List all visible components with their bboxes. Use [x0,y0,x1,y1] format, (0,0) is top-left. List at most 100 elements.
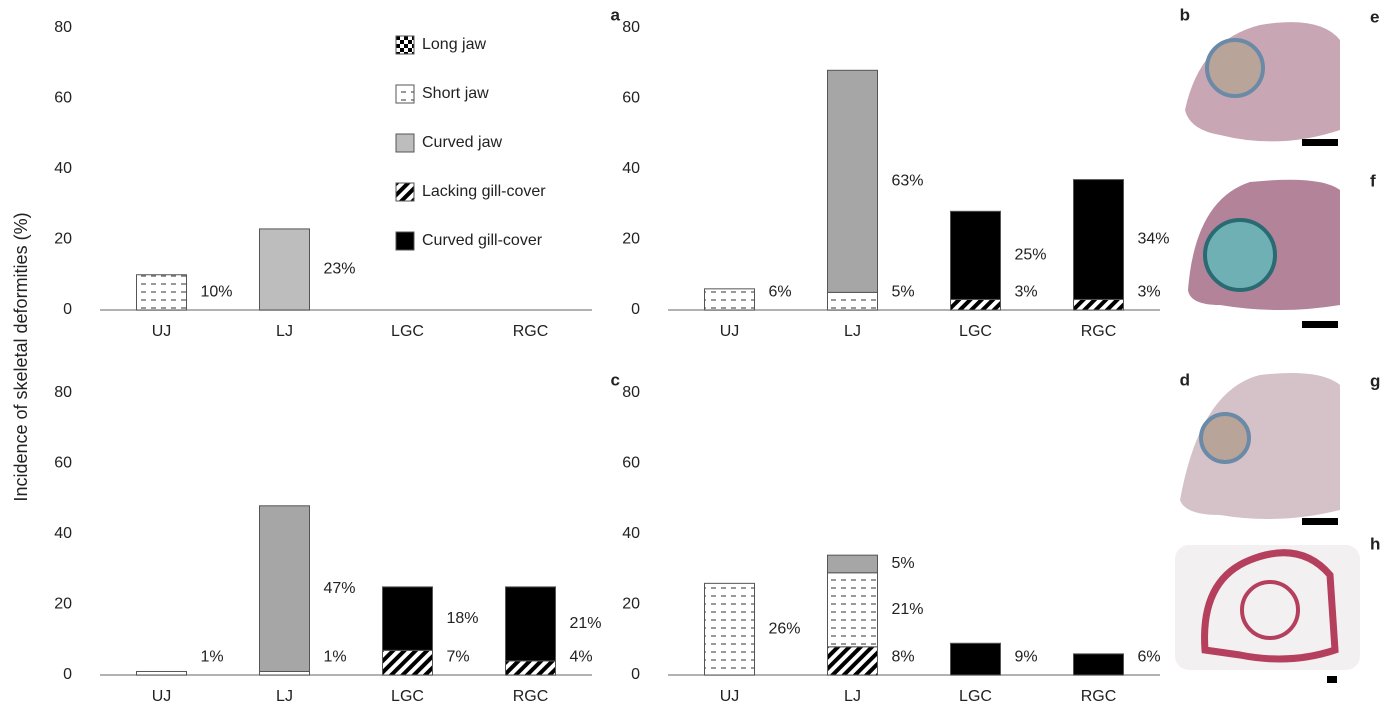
value-label: 1% [201,649,224,666]
bar-segment [506,661,556,675]
legend-swatch [396,232,414,250]
value-label: 18% [447,610,479,627]
value-label: 26% [769,620,801,637]
value-label: 6% [769,284,792,301]
photo-e [1185,22,1340,146]
x-tick-label: RGC [513,688,549,705]
value-label: 6% [1138,649,1161,666]
y-tick-label: 0 [63,301,72,318]
bar-segment [828,573,878,647]
value-label: 7% [447,649,470,666]
panel-label: b [1180,5,1190,24]
y-tick-label: 20 [54,231,72,248]
panel-label: d [1180,370,1190,389]
x-tick-label: LJ [844,323,861,340]
value-label: 47% [324,580,356,597]
y-tick-label: 60 [622,455,640,472]
bar-segment [260,506,310,672]
value-label: 3% [1138,284,1161,301]
value-label: 21% [892,601,924,618]
y-tick-label: 40 [54,160,72,177]
bar-segment [828,292,878,310]
legend-label: Lacking gill-cover [422,183,546,200]
value-label: 5% [892,284,915,301]
legend-label: Long jaw [422,36,486,53]
x-tick-label: UJ [152,688,172,705]
legend-swatch [396,85,414,103]
x-tick-label: RGC [513,323,549,340]
photo-label: e [1370,7,1379,26]
photo-g [1180,373,1340,525]
x-tick-label: LJ [844,688,861,705]
value-label: 9% [1015,649,1038,666]
y-tick-label: 20 [54,596,72,613]
photo-label: h [1370,534,1380,553]
value-label: 4% [570,649,593,666]
panel-label: a [611,5,621,24]
x-tick-label: RGC [1081,688,1117,705]
bar-segment [137,275,187,310]
bar-segment [828,647,878,675]
legend-swatch [396,134,414,152]
value-label: 3% [1015,284,1038,301]
bar-segment [260,229,310,310]
bar-segment [828,555,878,573]
x-tick-label: UJ [720,323,740,340]
photo-label: f [1370,171,1376,190]
bar-segment [506,587,556,661]
value-label: 34% [1138,231,1170,248]
legend-swatch [396,183,414,201]
value-label: 1% [324,649,347,666]
y-axis-title: Incidence of skeletal deformities (%) [11,212,31,501]
y-tick-label: 40 [54,525,72,542]
bar-segment [137,671,187,675]
bar-segment [951,643,1001,675]
photo-label: g [1370,371,1380,390]
y-tick-label: 0 [631,301,640,318]
y-tick-label: 20 [622,231,640,248]
y-tick-label: 60 [54,90,72,107]
value-label: 8% [892,649,915,666]
photo-f [1188,180,1340,328]
bar-segment [705,583,755,675]
y-tick-label: 80 [622,19,640,36]
value-label: 5% [892,555,915,572]
y-tick-label: 60 [622,90,640,107]
bar-segment [383,587,433,650]
x-tick-label: LGC [959,323,992,340]
panel-label: c [611,370,620,389]
x-tick-label: LGC [959,688,992,705]
legend-label: Curved gill-cover [422,232,543,249]
y-tick-label: 60 [54,455,72,472]
legend-label: Short jaw [422,85,489,102]
bar-segment [1074,180,1124,300]
x-tick-label: LJ [276,323,293,340]
figure: Incidence of skeletal deformities (%) e … [0,0,1387,714]
x-tick-label: RGC [1081,323,1117,340]
value-label: 21% [570,615,602,632]
bar-segment [383,650,433,675]
x-tick-label: LGC [391,323,424,340]
y-tick-label: 80 [54,19,72,36]
legend-swatch [396,36,414,54]
bar-segment [1074,299,1124,310]
y-tick-label: 20 [622,596,640,613]
bar-segment [951,299,1001,310]
bar-segment [1074,654,1124,675]
value-label: 63% [892,173,924,190]
y-tick-label: 40 [622,160,640,177]
value-label: 23% [324,261,356,278]
y-tick-label: 80 [622,384,640,401]
y-tick-label: 80 [54,384,72,401]
y-tick-label: 0 [631,666,640,683]
bar-segment [705,289,755,310]
value-label: 25% [1015,247,1047,264]
x-tick-label: UJ [152,323,172,340]
x-tick-label: LGC [391,688,424,705]
bar-segment [951,211,1001,299]
bar-segment [828,70,878,292]
x-tick-label: LJ [276,688,293,705]
bar-segment [260,671,310,675]
x-tick-label: UJ [720,688,740,705]
value-label: 10% [201,284,233,301]
